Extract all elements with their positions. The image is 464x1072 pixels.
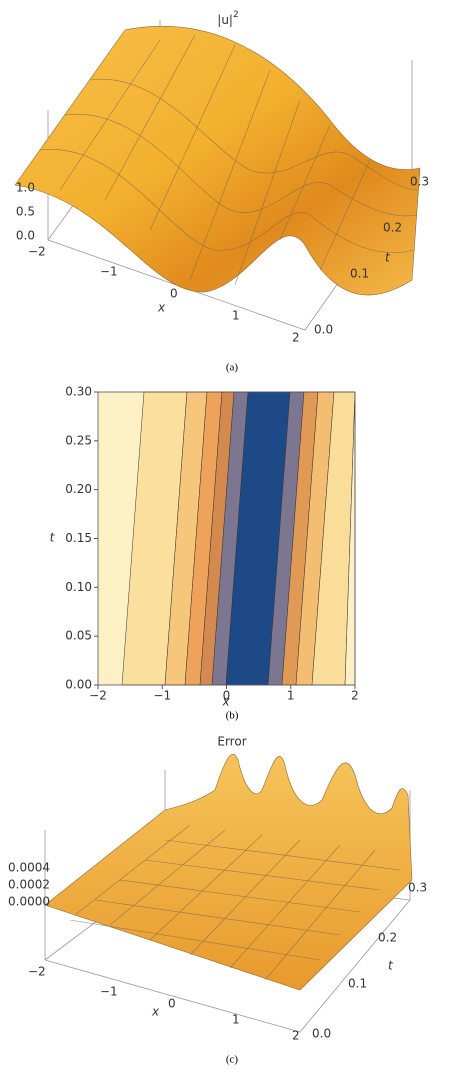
- z-tick-label: 1.0: [16, 181, 35, 195]
- title-power: 2: [233, 10, 239, 20]
- panel-a: |u|2 0.0 0.5 1.0 −2 −1 0 1 2 x 0.0 0.1 0…: [14, 10, 429, 374]
- axis-box: [44, 770, 411, 1033]
- x-tick-label: −2: [28, 965, 46, 979]
- t-tick-label: 0.3: [408, 881, 427, 895]
- t-tick-label: 0.0: [312, 1027, 331, 1041]
- x-axis-label: x: [221, 695, 230, 709]
- t-ticks: 0.0 0.1 0.2 0.3 t: [312, 881, 427, 1041]
- panel-b: x t (b) −2 −1 0 1 2 0.00 0.05 0.10 0.15 0.20 0.25 0…: [50, 385, 359, 722]
- x-ticks: −2 −1 0 1 2 x: [28, 965, 300, 1043]
- t-axis-label: t: [388, 959, 394, 973]
- contour-band: [98, 392, 144, 685]
- x-tick-label: 2: [351, 689, 359, 703]
- z-ticks: 0.0000 0.0002 0.0004: [8, 861, 50, 909]
- t-tick-label: 0.2: [378, 931, 397, 945]
- z-tick-label: 0.0004: [8, 861, 50, 875]
- surface-mesh: [69, 824, 401, 981]
- panel-title: |u|2: [217, 10, 238, 27]
- x-tick-label: 2: [292, 1029, 300, 1043]
- z-ticks: 0.0 0.5 1.0: [16, 181, 35, 243]
- x-axis-label: x: [157, 301, 166, 315]
- t-tick-label: 0.2: [383, 221, 402, 235]
- x-tick-label: 2: [292, 331, 300, 345]
- x-axis-label: x: [151, 1005, 160, 1019]
- x-tick-label: −2: [89, 689, 107, 703]
- x-tick-label: 1: [232, 309, 240, 323]
- t-ticks: 0.0 0.1 0.2 0.3 t: [314, 175, 429, 337]
- panel-title: Error: [217, 735, 246, 749]
- t-tick-label: 0.3: [410, 175, 429, 189]
- z-tick-label: 0.0002: [8, 878, 50, 892]
- caption: (a): [226, 362, 239, 374]
- y-tick-label: 0.10: [65, 580, 92, 594]
- surface: [44, 753, 413, 991]
- caption: (c): [226, 1054, 239, 1066]
- x-ticks: −2 −1 0 1 2 x: [28, 245, 300, 345]
- contour-bands: [98, 391, 356, 686]
- x-tick-label: −2: [28, 245, 46, 259]
- t-tick-label: 0.1: [350, 267, 369, 281]
- y-tick-label: 0.20: [65, 482, 92, 496]
- y-tick-label: 0.15: [65, 531, 92, 545]
- title-text: |u|: [217, 13, 233, 27]
- y-tick-label: 0.00: [65, 678, 92, 692]
- surface: [14, 26, 421, 296]
- x-tick-label: 0: [168, 997, 176, 1011]
- t-axis-label: t: [385, 251, 391, 265]
- x-tick-label: 1: [232, 1013, 240, 1027]
- x-tick-label: 0: [223, 689, 231, 703]
- t-tick-label: 0.1: [348, 977, 367, 991]
- x-tick-label: −1: [153, 689, 171, 703]
- x-tick-label: 0: [170, 287, 178, 301]
- caption: (b): [226, 710, 239, 722]
- x-tick-label: −1: [100, 985, 118, 999]
- x-tick-label: −1: [100, 265, 118, 279]
- z-tick-label: 0.5: [16, 205, 35, 219]
- z-tick-label: 0.0: [16, 229, 35, 243]
- y-axis-label: t: [50, 531, 56, 545]
- y-tick-label: 0.25: [65, 433, 92, 447]
- surface-mesh: [39, 34, 419, 286]
- y-tick-label: 0.05: [65, 629, 92, 643]
- t-tick-label: 0.0: [314, 323, 333, 337]
- y-tick-label: 0.30: [65, 385, 92, 399]
- z-tick-label: 0.0000: [8, 895, 50, 909]
- x-tick-label: 1: [287, 689, 295, 703]
- panel-c: Error 0.0000 0.0002 0.0004 −2 −1 0 1 2 x…: [8, 735, 427, 1066]
